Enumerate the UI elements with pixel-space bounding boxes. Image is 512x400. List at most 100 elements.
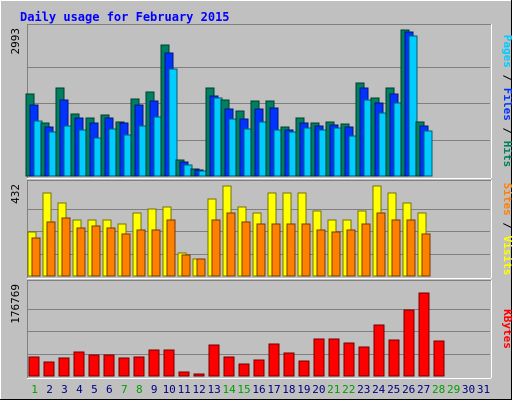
bar-kbytes-day-22 (343, 342, 355, 377)
legend-entry: Hits (501, 141, 512, 168)
bar-sites-day-6 (106, 227, 116, 277)
bar-sites-day-12 (196, 258, 206, 277)
bar-pages-day-10 (168, 68, 178, 177)
bar-kbytes-day-4 (73, 351, 85, 377)
x-axis-labels: 1 2 3 4 5 6 7 8 9 10 11 12 13 14 15 16 17 18 19 20 21 22 23 24 2… (31, 383, 490, 396)
bar-sites-day-25 (391, 219, 401, 277)
bar-sites-day-8 (136, 229, 146, 277)
bar-kbytes-day-7 (118, 357, 130, 377)
bar-kbytes-day-11 (178, 371, 190, 377)
bar-sites-day-26 (406, 219, 416, 277)
bar-kbytes-day-24 (373, 324, 385, 377)
x-tick-label: 16 (252, 383, 265, 396)
series-legend: Sites / Visits (501, 183, 512, 276)
bar-sites-day-17 (271, 223, 281, 277)
bar-sites-day-20 (316, 229, 326, 277)
x-tick-label: 8 (136, 383, 143, 396)
x-tick-label: 21 (327, 383, 340, 396)
bar-kbytes-day-3 (58, 357, 70, 377)
bar-kbytes-day-8 (133, 356, 145, 377)
legend-entry: Files (501, 88, 512, 121)
bars-visits-sites (27, 185, 431, 277)
legend-entry: Pages (501, 35, 512, 68)
legend-entry: / (501, 216, 512, 236)
x-tick-label: 6 (106, 383, 113, 396)
x-tick-label: 3 (61, 383, 68, 396)
x-tick-label: 25 (387, 383, 400, 396)
x-tick-label: 27 (417, 383, 430, 396)
x-tick-label: 18 (282, 383, 295, 396)
x-tick-label: 22 (342, 383, 355, 396)
bar-kbytes-day-17 (268, 343, 280, 377)
legend-entry: / (501, 121, 512, 141)
bar-pages-day-27 (423, 130, 433, 177)
bar-sites-day-21 (331, 231, 341, 277)
x-tick-label: 23 (357, 383, 370, 396)
bar-sites-day-27 (421, 233, 431, 277)
bar-sites-day-22 (346, 229, 356, 277)
x-tick-label: 19 (297, 383, 310, 396)
bar-kbytes-day-14 (223, 356, 235, 377)
bar-kbytes-day-5 (88, 354, 100, 377)
bar-kbytes-day-27 (418, 292, 430, 377)
bar-sites-day-13 (211, 219, 221, 277)
bar-kbytes-day-20 (313, 338, 325, 377)
x-tick-label: 2 (46, 383, 53, 396)
bar-kbytes-day-16 (253, 359, 265, 377)
x-tick-label: 4 (76, 383, 83, 396)
bar-sites-day-2 (46, 221, 56, 277)
panel-kbytes: 176769 KBytes (9, 280, 512, 379)
x-tick-label: 31 (477, 383, 490, 396)
legend-entry: KBytes (501, 309, 512, 349)
y-max-label: 176769 (9, 284, 22, 324)
bar-kbytes-day-9 (148, 349, 160, 377)
bar-kbytes-day-18 (283, 352, 295, 377)
bars-hits-files-pages (25, 29, 433, 177)
x-tick-label: 1 (31, 383, 38, 396)
series-legend: Pages / Files / Hits (501, 35, 512, 168)
bar-sites-day-24 (376, 212, 386, 277)
y-max-label: 2993 (9, 28, 22, 55)
bar-kbytes-day-21 (328, 338, 340, 377)
bar-kbytes-day-1 (28, 356, 40, 377)
x-tick-label: 15 (237, 383, 250, 396)
bar-kbytes-day-19 (298, 360, 310, 377)
legend-entry: Sites (501, 183, 512, 216)
x-tick-label: 7 (121, 383, 128, 396)
bar-sites-day-3 (61, 217, 71, 277)
bar-kbytes-day-23 (358, 346, 370, 377)
bar-kbytes-day-10 (163, 349, 175, 377)
bar-sites-day-4 (76, 227, 86, 277)
legend-entry: Visits (501, 236, 512, 276)
bar-kbytes-day-26 (403, 309, 415, 377)
bar-sites-day-16 (256, 223, 266, 277)
chart-title: Daily usage for February 2015 (20, 10, 230, 24)
x-tick-label: 11 (178, 383, 191, 396)
bar-sites-day-5 (91, 225, 101, 277)
bar-sites-day-23 (361, 223, 371, 277)
x-tick-label: 26 (402, 383, 415, 396)
bars-kbytes (28, 292, 445, 377)
bar-kbytes-day-28 (433, 340, 445, 377)
bar-sites-day-11 (181, 254, 191, 277)
bar-sites-day-9 (151, 229, 161, 277)
bar-kbytes-day-25 (388, 339, 400, 377)
bar-kbytes-day-12 (193, 373, 205, 377)
legend-entry: / (501, 68, 512, 88)
bar-kbytes-day-6 (103, 354, 115, 377)
bar-sites-day-14 (226, 212, 236, 277)
x-tick-label: 24 (372, 383, 386, 396)
bar-kbytes-day-13 (208, 344, 220, 377)
x-tick-label: 10 (163, 383, 176, 396)
panel-visits-sites: 432 Sites / Visits (9, 180, 512, 279)
y-max-label: 432 (9, 184, 22, 204)
x-tick-label: 14 (222, 383, 236, 396)
bar-sites-day-7 (121, 233, 131, 277)
x-tick-label: 12 (192, 383, 205, 396)
bar-kbytes-day-2 (43, 361, 55, 377)
bar-sites-day-1 (31, 237, 41, 277)
bar-sites-day-15 (241, 221, 251, 277)
bar-sites-day-18 (286, 223, 296, 277)
bar-sites-day-19 (301, 223, 311, 277)
